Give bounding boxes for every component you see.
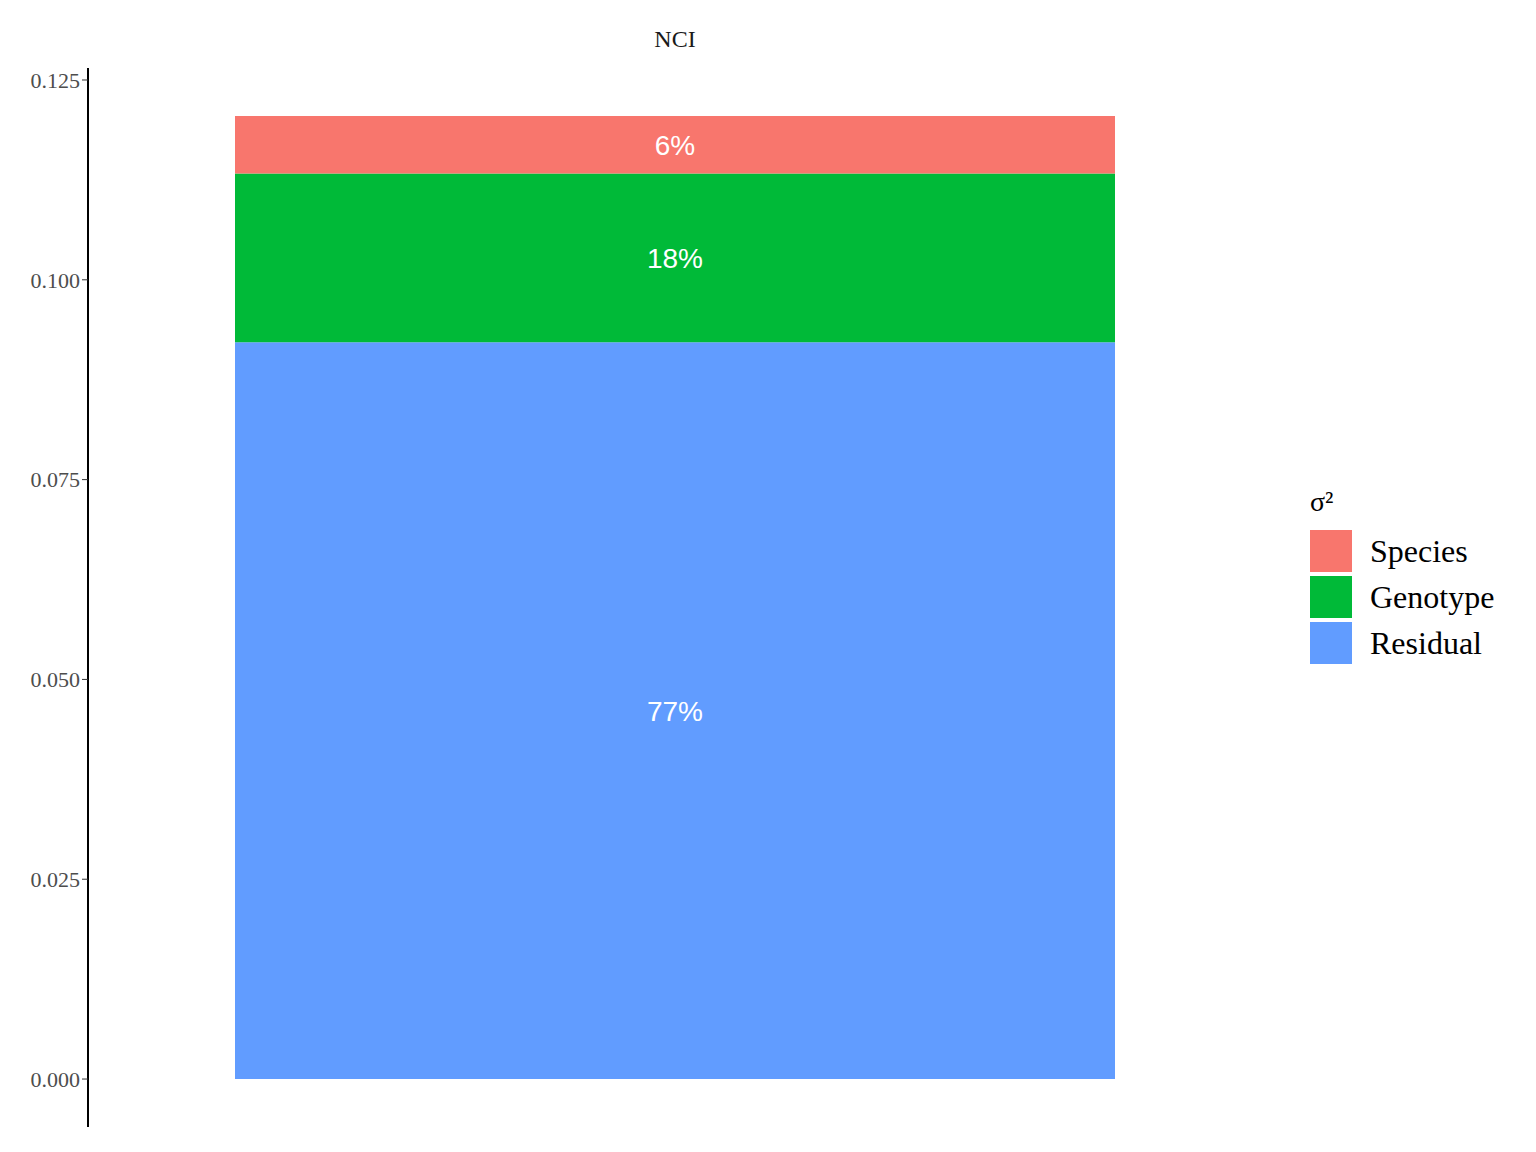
svg-text:18%: 18% <box>647 243 703 274</box>
svg-text:77%: 77% <box>647 696 703 727</box>
html-text:NCI: NCI <box>654 26 696 52</box>
html-text:σ²: σ² <box>1310 486 1334 517</box>
html-text:Genotype: Genotype <box>1370 578 1495 615</box>
svg-text:0.075: 0.075 <box>31 467 81 492</box>
html-text:Residual: Residual <box>1370 624 1482 661</box>
svg-text:0.125: 0.125 <box>31 68 81 93</box>
svg-text:0.100: 0.100 <box>31 268 81 293</box>
html-text:Species: Species <box>1370 532 1468 569</box>
svg-text:6%: 6% <box>655 130 695 161</box>
svg-text:0.000: 0.000 <box>31 1067 81 1092</box>
svg-text:0.050: 0.050 <box>31 667 81 692</box>
svg-text:0.025: 0.025 <box>31 867 81 892</box>
